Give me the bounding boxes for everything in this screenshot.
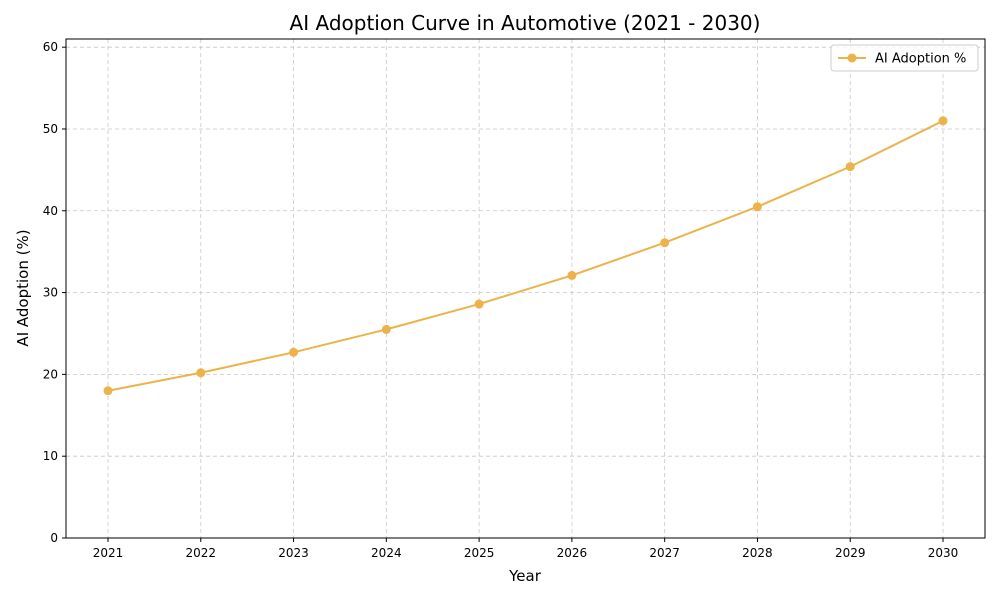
data-point (752, 202, 762, 212)
data-point (938, 116, 948, 126)
y-tick-label: 10 (43, 449, 58, 463)
legend: AI Adoption % (830, 44, 979, 72)
x-tick-label: 2024 (371, 546, 402, 560)
y-tick-label: 20 (43, 367, 58, 381)
series-layer (103, 116, 948, 396)
legend-label: AI Adoption % (875, 52, 966, 67)
x-tick-label: 2028 (742, 546, 773, 560)
x-tick-label: 2021 (93, 546, 124, 560)
data-point (196, 368, 206, 378)
y-axis-title: AI Adoption (%) (14, 229, 32, 346)
data-point (660, 238, 670, 248)
y-tick-label: 0 (50, 531, 58, 545)
x-tick-label: 2027 (649, 546, 680, 560)
y-axis: 0 10 20 30 40 50 60 (43, 40, 66, 545)
series-line (107, 119, 944, 392)
x-tick-label: 2030 (928, 546, 959, 560)
chart-title: AI Adoption Curve in Automotive (2021 - … (290, 11, 761, 35)
y-tick-label: 60 (43, 40, 58, 54)
x-tick-label: 2026 (557, 546, 588, 560)
x-tick-label: 2022 (186, 546, 217, 560)
y-tick-label: 40 (43, 204, 58, 218)
plot-area-frame (65, 38, 986, 539)
data-point (103, 386, 113, 396)
x-axis: 2021 2022 2023 2024 2025 2026 2027 2028 2029 2030 (93, 538, 959, 560)
data-point (381, 324, 391, 334)
x-axis-title: Year (508, 567, 542, 585)
x-tick-label: 2029 (835, 546, 866, 560)
data-point (567, 270, 577, 280)
y-tick-label: 30 (43, 286, 58, 300)
x-tick-label: 2023 (278, 546, 309, 560)
x-tick-label: 2025 (464, 546, 495, 560)
legend-marker-sample (847, 53, 857, 63)
legend-box (830, 44, 979, 72)
data-point (289, 347, 299, 357)
data-point (845, 162, 855, 172)
data-point (474, 299, 484, 309)
y-tick-label: 50 (43, 122, 58, 136)
